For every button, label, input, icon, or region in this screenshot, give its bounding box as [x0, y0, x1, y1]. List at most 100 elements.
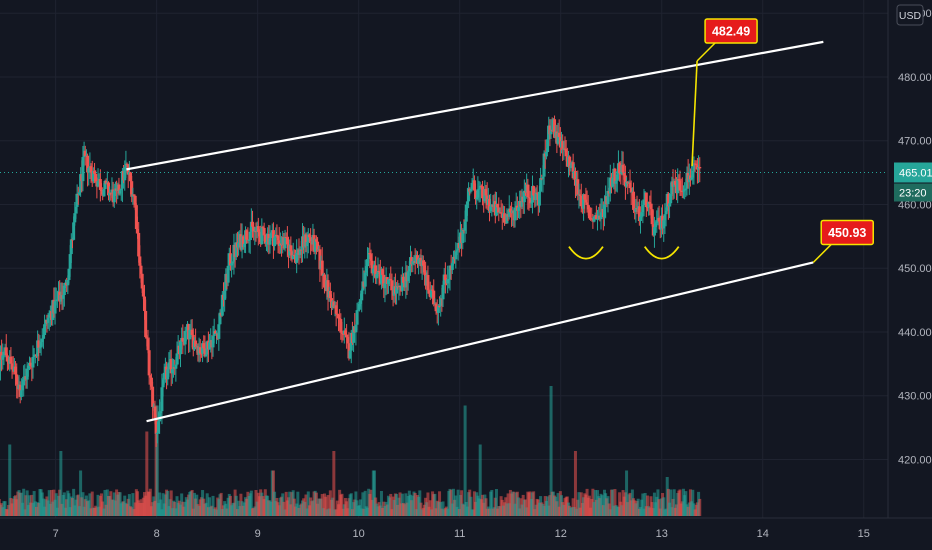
- volume-bar: [159, 499, 163, 516]
- volume-bar: [8, 444, 12, 516]
- volume-bar: [549, 386, 553, 516]
- candle-body: [2, 351, 6, 356]
- candle-body: [592, 216, 596, 222]
- volume-bar: [359, 499, 363, 516]
- candle-body: [676, 179, 680, 194]
- candle-body: [640, 212, 644, 217]
- candle-body: [451, 256, 455, 264]
- candle-body: [119, 188, 123, 191]
- volume-bar: [148, 488, 152, 516]
- candle-body: [618, 163, 622, 174]
- candle-body: [431, 289, 435, 291]
- bottom-arc: [568, 246, 604, 260]
- candle-body: [86, 155, 90, 173]
- candle-body: [678, 180, 682, 191]
- callout-leader: [696, 40, 718, 62]
- candle-body: [223, 290, 227, 300]
- candle-body: [684, 188, 688, 190]
- candle-body: [439, 298, 443, 306]
- candle-body: [352, 326, 356, 343]
- candle-body: [571, 162, 575, 179]
- candle-body: [213, 331, 217, 334]
- candle-body: [475, 197, 479, 200]
- candle-body: [37, 340, 41, 349]
- volume-bar: [433, 493, 437, 516]
- candle-body: [141, 288, 145, 297]
- candle-body: [576, 179, 580, 195]
- x-tick-label: 12: [555, 528, 567, 540]
- candle-body: [369, 254, 373, 261]
- candle-body: [569, 165, 573, 168]
- time-axis-background: [0, 518, 932, 550]
- candle-body: [1, 355, 5, 360]
- candle-body: [132, 194, 136, 196]
- candle-body: [398, 285, 402, 287]
- volume-bar: [641, 493, 645, 516]
- candle-body: [447, 279, 451, 281]
- volume-bar: [90, 491, 94, 516]
- candle-body: [436, 305, 440, 313]
- candle-body: [345, 334, 349, 338]
- candle-body: [448, 265, 452, 280]
- volume-bar: [3, 501, 7, 516]
- candle-body: [14, 366, 18, 375]
- volume-bar: [211, 495, 215, 516]
- volume-bar: [454, 495, 458, 516]
- candle-body: [306, 234, 310, 242]
- candle-body: [179, 341, 183, 355]
- candle-body: [9, 356, 13, 364]
- volume-bar: [79, 470, 83, 516]
- candle-body: [564, 148, 568, 157]
- candle-body: [26, 365, 30, 369]
- callout-box: [820, 219, 874, 246]
- volume-bar: [208, 497, 212, 516]
- candle-body: [54, 300, 58, 302]
- candle-body: [586, 204, 590, 210]
- candle-body: [680, 191, 684, 193]
- candle-body: [198, 347, 202, 354]
- volume-bar: [127, 494, 131, 516]
- candle-body: [606, 190, 610, 205]
- candle-body: [513, 207, 517, 221]
- candle-body: [637, 206, 641, 222]
- volume-bar: [326, 495, 330, 516]
- candle-body: [112, 190, 116, 203]
- candle-body: [652, 227, 656, 236]
- candle-body: [341, 333, 345, 335]
- candle-body: [29, 362, 33, 366]
- candle-body: [109, 192, 113, 194]
- candle-body: [264, 242, 268, 244]
- candle-body: [190, 329, 194, 335]
- candle-body: [130, 181, 134, 197]
- candle-body: [36, 340, 40, 357]
- volume-bar: [645, 495, 649, 516]
- candle-body: [94, 173, 98, 182]
- candle-body: [134, 205, 138, 229]
- candle-body: [285, 237, 289, 245]
- x-tick-label: 7: [53, 528, 59, 540]
- candle-body: [248, 231, 252, 240]
- candle-body: [123, 167, 127, 181]
- candle-body: [537, 191, 541, 206]
- candle-body: [19, 390, 23, 397]
- candle-body: [657, 217, 661, 222]
- candle-body: [469, 189, 473, 192]
- candle-body: [103, 180, 107, 190]
- candle-body: [89, 166, 93, 173]
- candle-body: [450, 263, 454, 270]
- candle-body: [655, 220, 659, 224]
- candle-body: [166, 369, 170, 380]
- candle-body: [364, 266, 368, 273]
- candle-body: [47, 314, 51, 318]
- candle-body: [140, 273, 144, 289]
- projection-line: [691, 60, 698, 167]
- volume-bar: [666, 488, 670, 516]
- currency-label: USD: [899, 10, 922, 22]
- volume-bar: [484, 498, 488, 516]
- candle-body: [650, 209, 654, 225]
- candle-body: [69, 239, 73, 255]
- volume-bar: [145, 431, 149, 516]
- candle-body: [662, 220, 666, 229]
- candle-body: [73, 213, 77, 223]
